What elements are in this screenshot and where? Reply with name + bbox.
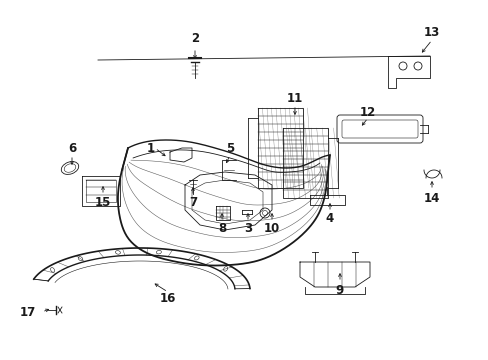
Ellipse shape xyxy=(156,250,161,254)
Text: 15: 15 xyxy=(95,195,111,208)
Ellipse shape xyxy=(115,251,120,254)
Circle shape xyxy=(260,208,269,218)
Ellipse shape xyxy=(194,256,199,260)
Ellipse shape xyxy=(50,267,55,272)
FancyBboxPatch shape xyxy=(341,120,417,138)
Ellipse shape xyxy=(64,164,76,172)
Text: 6: 6 xyxy=(68,141,76,154)
Circle shape xyxy=(413,62,421,70)
Text: 16: 16 xyxy=(160,292,176,305)
Text: 3: 3 xyxy=(244,221,251,234)
Ellipse shape xyxy=(223,266,227,271)
Text: 9: 9 xyxy=(335,284,344,297)
Text: 14: 14 xyxy=(423,192,439,204)
Text: 2: 2 xyxy=(190,32,199,45)
Text: 5: 5 xyxy=(225,141,234,154)
Text: 4: 4 xyxy=(325,212,333,225)
Circle shape xyxy=(398,62,406,70)
Text: 10: 10 xyxy=(264,221,280,234)
Circle shape xyxy=(262,211,267,216)
Ellipse shape xyxy=(61,162,79,175)
Text: 11: 11 xyxy=(286,91,303,104)
FancyBboxPatch shape xyxy=(336,115,422,143)
Ellipse shape xyxy=(78,257,82,261)
Text: 1: 1 xyxy=(146,141,155,154)
Text: 12: 12 xyxy=(359,105,375,118)
Text: 13: 13 xyxy=(423,26,439,39)
Text: 7: 7 xyxy=(188,195,197,208)
Text: 17: 17 xyxy=(20,306,36,319)
Text: 8: 8 xyxy=(218,221,225,234)
